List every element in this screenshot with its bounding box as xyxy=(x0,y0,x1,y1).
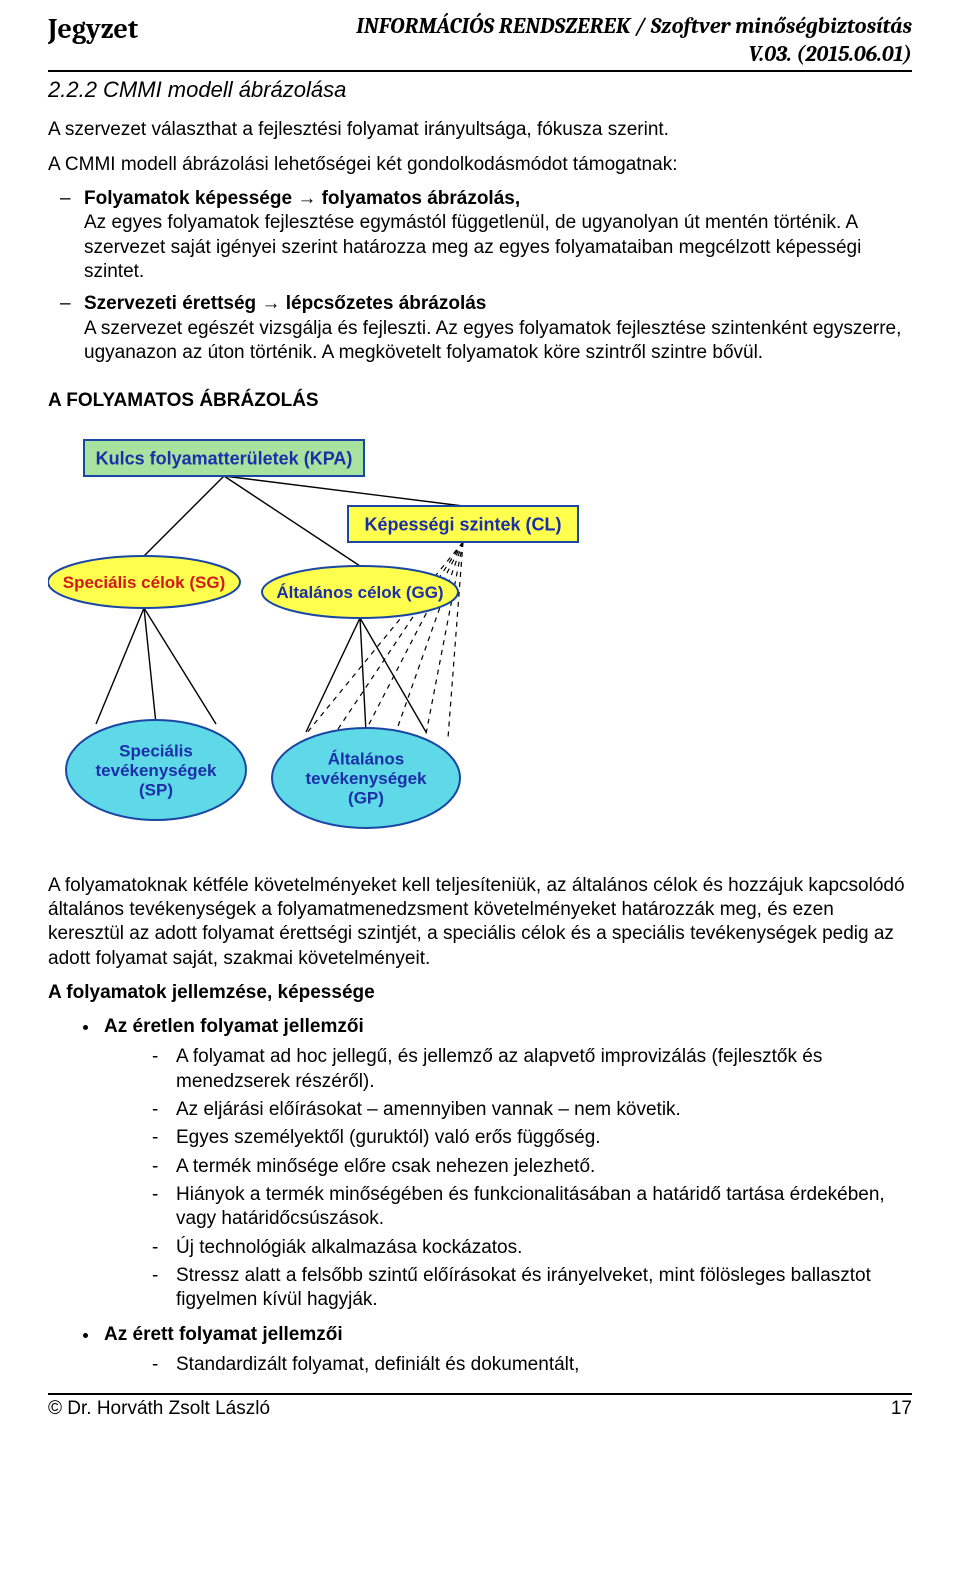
svg-text:Kulcs folyamatterületek (KPA): Kulcs folyamatterületek (KPA) xyxy=(96,448,353,468)
page-footer: © Dr. Horváth Zsolt László 17 xyxy=(48,1393,912,1421)
svg-text:Általános célok (GG): Általános célok (GG) xyxy=(276,583,443,602)
header-left: Jegyzet xyxy=(48,12,138,48)
arrow-icon: → xyxy=(261,293,285,314)
characteristics-heading: A folyamatok jellemzése, képessége xyxy=(48,981,912,1005)
header-course: INFORMÁCIÓS RENDSZEREK / Szoftver minősé… xyxy=(356,12,912,40)
paragraph-reqs: A folyamatoknak kétféle követelményeket … xyxy=(48,874,912,971)
arrow-icon: → xyxy=(297,188,321,209)
modes-list: Folyamatok képessége → folyamatos ábrázo… xyxy=(48,187,912,365)
diagram-node-sp: Speciálistevékenységek(SP) xyxy=(66,720,246,820)
diagram-node-sg: Speciális célok (SG) xyxy=(48,556,240,608)
mature-items: Standardizált folyamat, definiált és dok… xyxy=(104,1353,912,1377)
mode-2-desc: A szervezet egészét vizsgálja és fejlesz… xyxy=(84,318,901,363)
mode-2-key: Szervezeti érettség xyxy=(84,293,256,314)
mode-1: Folyamatok képessége → folyamatos ábrázo… xyxy=(48,187,912,284)
paragraph-lead: A CMMI modell ábrázolási lehetőségei két… xyxy=(48,153,912,177)
characteristics-list: Az éretlen folyamat jellemzői A folyamat… xyxy=(48,1015,912,1377)
list-item: Stressz alatt a felsőbb szintű előírások… xyxy=(104,1264,912,1313)
diagram-node-kpa: Kulcs folyamatterületek (KPA) xyxy=(84,440,364,476)
footer-page-number: 17 xyxy=(891,1397,912,1421)
mode-1-key: Folyamatok képessége xyxy=(84,188,292,209)
section-heading: 2.2.2 CMMI modell ábrázolása xyxy=(48,76,912,104)
bullet-immature-title: Az éretlen folyamat jellemzői xyxy=(104,1016,364,1037)
mode-2-type: lépcsőzetes ábrázolás xyxy=(286,293,487,314)
header-right: INFORMÁCIÓS RENDSZEREK / Szoftver minősé… xyxy=(356,12,912,68)
cmmi-diagram: Kulcs folyamatterületek (KPA) Képességi s… xyxy=(48,432,912,852)
cmmi-diagram-svg: Kulcs folyamatterületek (KPA) Képességi s… xyxy=(48,432,728,852)
continuous-heading: A FOLYAMATOS ÁBRÁZOLÁS xyxy=(48,389,912,413)
header-version: V.03. (2015.06.01) xyxy=(356,40,912,68)
list-item: Egyes személyektől (guruktól) való erős … xyxy=(104,1126,912,1150)
list-item: Standardizált folyamat, definiált és dok… xyxy=(104,1353,912,1377)
footer-author: © Dr. Horváth Zsolt László xyxy=(48,1397,270,1421)
svg-text:Képességi szintek (CL): Képességi szintek (CL) xyxy=(364,514,561,534)
bullet-mature-title: Az érett folyamat jellemzői xyxy=(104,1324,343,1345)
paragraph-intro: A szervezet választhat a fejlesztési fol… xyxy=(48,118,912,142)
svg-text:Speciális célok (SG): Speciális célok (SG) xyxy=(63,573,226,592)
page-header: Jegyzet INFORMÁCIÓS RENDSZEREK / Szoftve… xyxy=(48,12,912,72)
mode-2: Szervezeti érettség → lépcsőzetes ábrázo… xyxy=(48,292,912,365)
immature-items: A folyamat ad hoc jellegű, és jellemző a… xyxy=(104,1045,912,1312)
diagram-node-gp: Általánostevékenységek(GP) xyxy=(272,728,460,828)
list-item: Új technológiák alkalmazása kockázatos. xyxy=(104,1236,912,1260)
list-item: A termék minősége előre csak nehezen jel… xyxy=(104,1155,912,1179)
diagram-node-gg: Általános célok (GG) xyxy=(262,566,458,618)
mode-1-type: folyamatos ábrázolás, xyxy=(322,188,521,209)
list-item: A folyamat ad hoc jellegű, és jellemző a… xyxy=(104,1045,912,1094)
mode-1-desc: Az egyes folyamatok fejlesztése egymástó… xyxy=(84,212,861,282)
diagram-node-cl: Képességi szintek (CL) xyxy=(348,506,578,542)
list-item: Hiányok a termék minőségében és funkcion… xyxy=(104,1183,912,1232)
bullet-immature: Az éretlen folyamat jellemzői A folyamat… xyxy=(100,1015,912,1312)
list-item: Az eljárási előírásokat – amennyiben van… xyxy=(104,1098,912,1122)
bullet-mature: Az érett folyamat jellemzői Standardizál… xyxy=(100,1323,912,1378)
